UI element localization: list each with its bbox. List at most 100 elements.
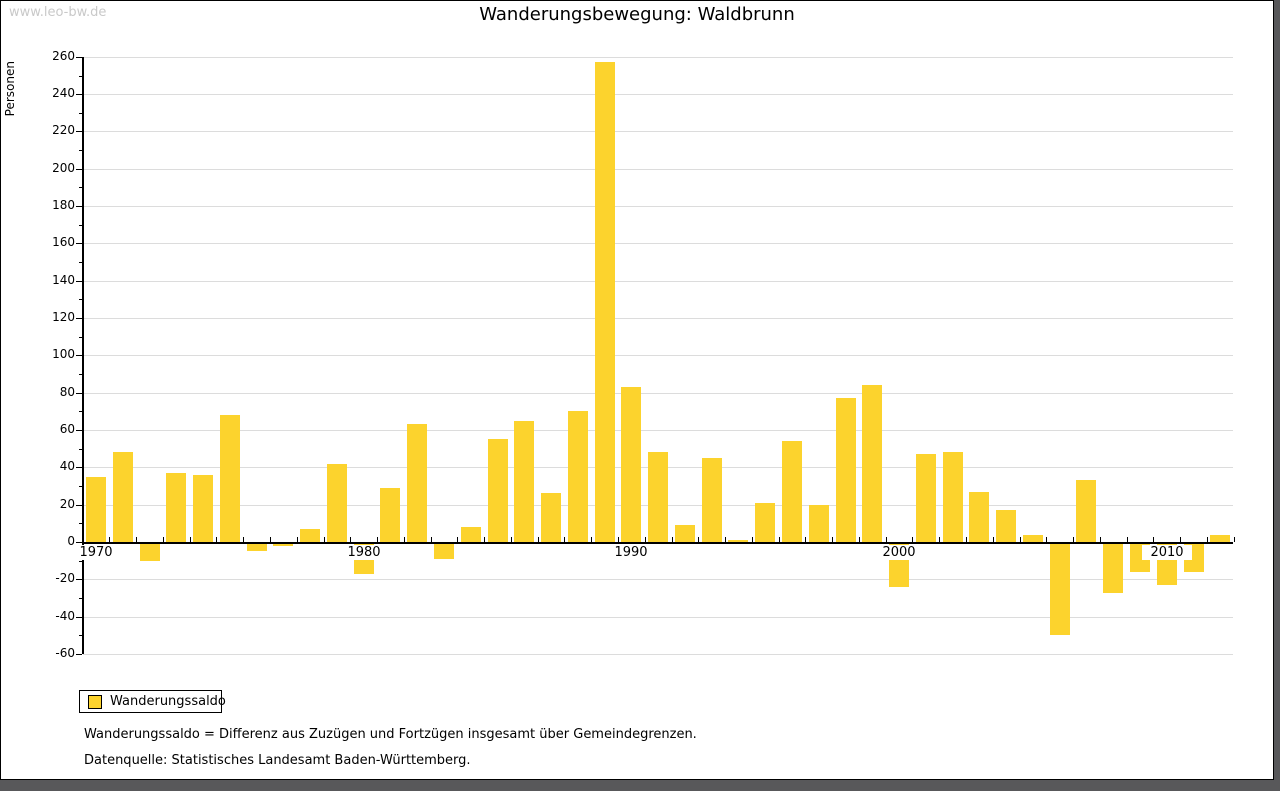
bar-2006 xyxy=(1050,544,1070,635)
y-axis-tick-label: -20 xyxy=(55,571,75,585)
bar-2007 xyxy=(1076,480,1096,542)
y-axis-major-tick xyxy=(76,318,82,319)
y-axis-major-tick xyxy=(76,505,82,506)
bar-1975 xyxy=(220,415,240,542)
x-axis-tick xyxy=(538,537,539,542)
legend-label: Wanderungssaldo xyxy=(110,694,226,709)
x-axis-tick xyxy=(136,537,137,542)
x-axis-tick xyxy=(404,537,405,542)
bar-1992 xyxy=(675,525,695,542)
x-axis-tick xyxy=(511,537,512,542)
bar-1990 xyxy=(621,387,641,542)
y-axis-minor-tick xyxy=(79,150,82,151)
y-axis-major-tick xyxy=(76,654,82,655)
x-axis-tick xyxy=(966,537,967,542)
y-axis-minor-tick xyxy=(79,225,82,226)
x-axis-tick xyxy=(1234,537,1235,542)
x-axis-tick xyxy=(297,537,298,542)
x-axis-tick xyxy=(243,537,244,542)
y-axis-major-tick xyxy=(76,206,82,207)
legend-swatch-icon xyxy=(88,695,102,709)
gridline--60 xyxy=(83,654,1233,655)
bar-1983 xyxy=(434,544,454,559)
x-axis-tick xyxy=(1180,537,1181,542)
gridline--40 xyxy=(83,617,1233,618)
y-axis-tick-label: 120 xyxy=(52,310,75,324)
bar-1981 xyxy=(380,488,400,542)
gridline-240 xyxy=(83,94,1233,95)
y-axis-major-tick xyxy=(76,393,82,394)
bar-1993 xyxy=(702,458,722,542)
y-axis-tick-label: 40 xyxy=(59,459,75,473)
x-axis-tick xyxy=(484,537,485,542)
y-axis-tick-label: 260 xyxy=(52,49,75,63)
x-axis-tick xyxy=(377,537,378,542)
x-axis-tick xyxy=(698,537,699,542)
y-axis-tick-label: 20 xyxy=(59,497,75,511)
x-axis-tick xyxy=(939,537,940,542)
bar-1978 xyxy=(300,529,320,542)
x-axis-tick xyxy=(1100,537,1101,542)
bar-2005 xyxy=(1023,535,1043,542)
watermark: www.leo-bw.de xyxy=(9,5,107,20)
y-axis-major-tick xyxy=(76,243,82,244)
y-axis-minor-tick xyxy=(79,337,82,338)
y-axis-major-tick xyxy=(76,355,82,356)
y-axis-tick-label: 240 xyxy=(52,86,75,100)
y-axis-major-tick xyxy=(76,169,82,170)
y-axis-minor-tick xyxy=(79,449,82,450)
gridline-100 xyxy=(83,355,1233,356)
x-axis-tick xyxy=(912,537,913,542)
gridline-180 xyxy=(83,206,1233,207)
x-axis-tick xyxy=(431,537,432,542)
bar-1994 xyxy=(728,540,748,542)
x-axis-tick xyxy=(993,537,994,542)
y-axis-tick-label: 140 xyxy=(52,273,75,287)
bar-1997 xyxy=(809,505,829,542)
gridline-160 xyxy=(83,243,1233,244)
x-axis-tick xyxy=(324,537,325,542)
y-axis-minor-tick xyxy=(79,299,82,300)
bar-1972 xyxy=(140,544,160,561)
bar-2002 xyxy=(943,452,963,542)
gridline-120 xyxy=(83,318,1233,319)
footnote-definition: Wanderungssaldo = Differenz aus Zuzügen … xyxy=(84,727,697,742)
x-axis-tick-label: 1970 xyxy=(71,545,121,560)
x-axis-tick xyxy=(725,537,726,542)
y-axis-minor-tick xyxy=(79,76,82,77)
x-axis-tick xyxy=(886,537,887,542)
x-axis-tick xyxy=(163,537,164,542)
bar-2004 xyxy=(996,510,1016,542)
y-axis-tick-label: 80 xyxy=(59,385,75,399)
bar-1970 xyxy=(86,477,106,542)
bar-1989 xyxy=(595,62,615,542)
x-axis-tick xyxy=(216,537,217,542)
y-axis-minor-tick xyxy=(79,561,82,562)
y-axis-minor-tick xyxy=(79,374,82,375)
x-axis-tick xyxy=(591,537,592,542)
bar-1971 xyxy=(113,452,133,542)
y-axis-minor-tick xyxy=(79,598,82,599)
y-axis-minor-tick xyxy=(79,262,82,263)
x-axis-tick xyxy=(270,537,271,542)
x-axis-tick xyxy=(1127,537,1128,542)
x-axis-tick xyxy=(779,537,780,542)
y-axis-minor-tick xyxy=(79,411,82,412)
bar-1984 xyxy=(461,527,481,542)
bar-1985 xyxy=(488,439,508,542)
bar-1987 xyxy=(541,493,561,542)
x-axis-tick xyxy=(190,537,191,542)
y-axis-minor-tick xyxy=(79,187,82,188)
x-axis-tick xyxy=(1020,537,1021,542)
x-axis-tick xyxy=(859,537,860,542)
bar-1991 xyxy=(648,452,668,542)
bar-1974 xyxy=(193,475,213,542)
bar-1999 xyxy=(862,385,882,542)
y-axis-tick-label: 200 xyxy=(52,161,75,175)
y-axis-major-tick xyxy=(76,94,82,95)
x-axis-tick xyxy=(109,537,110,542)
x-axis-tick xyxy=(1046,537,1047,542)
x-axis-tick-label: 2000 xyxy=(874,545,924,560)
x-axis-zero-line xyxy=(82,542,1233,544)
